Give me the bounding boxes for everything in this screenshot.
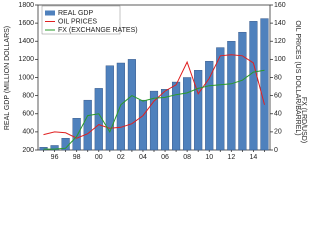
bar [183, 77, 192, 151]
chart: REAL GDP (MILLION DOLLARS) OIL PRICES (U… [4, 2, 307, 161]
y2-tick-label: 120 [274, 38, 286, 45]
y-tick-label: 1600 [18, 20, 34, 27]
legend-label: FX (EXCHANGE RATES) [58, 27, 138, 34]
y2-tick-label: 160 [274, 2, 286, 9]
bar [172, 81, 181, 151]
line [43, 54, 265, 139]
y-tick-label: 400 [22, 129, 34, 136]
x-tick-label: 06 [161, 154, 169, 161]
x-tick-label: 10 [205, 154, 213, 161]
x-tick-label: 12 [227, 154, 235, 161]
x-tick-label: 96 [51, 154, 59, 161]
y-tick-label: 1800 [18, 2, 34, 9]
bar [205, 60, 214, 151]
bar [216, 47, 225, 151]
bar [105, 65, 114, 151]
line [43, 69, 265, 150]
y2-tick-label: 100 [274, 56, 286, 63]
x-tick-label: 14 [250, 154, 258, 161]
y-axis-title: REAL GDP (MILLION DOLLARS) [4, 26, 11, 130]
bar [116, 62, 125, 151]
bar [72, 118, 81, 151]
bar [127, 59, 136, 151]
bar [94, 88, 103, 151]
bar [260, 18, 269, 151]
y-tick-label: 1400 [18, 38, 34, 45]
bar [50, 145, 59, 151]
y2-axis-title: FX (LRD/USD) [300, 97, 307, 143]
bar [227, 41, 236, 151]
y-tick-label: 600 [22, 111, 34, 118]
y2-tick-label: 80 [274, 74, 282, 81]
y-tick-label: 1200 [18, 56, 34, 63]
y-tick-label: 1000 [18, 74, 34, 81]
y2-axis-title: OIL PRICES (US DOLLAR/BARREL) [294, 20, 301, 135]
legend-label: OIL PRICES [58, 18, 97, 25]
x-tick-label: 04 [139, 154, 147, 161]
bar [138, 99, 148, 151]
bar [238, 31, 247, 151]
y-tick-label: 200 [22, 147, 34, 154]
bar [83, 99, 92, 151]
legend-swatch [45, 10, 55, 16]
y-tick-label: 800 [22, 92, 34, 99]
bar [160, 89, 170, 151]
y2-tick-label: 60 [274, 92, 282, 99]
x-tick-label: 00 [95, 154, 103, 161]
y2-tick-label: 0 [274, 147, 278, 154]
bar [194, 70, 203, 151]
bar [249, 21, 258, 151]
x-tick-label: 02 [117, 154, 125, 161]
y2-tick-label: 40 [274, 111, 282, 118]
y2-tick-label: 140 [274, 20, 286, 27]
bar [149, 90, 159, 151]
x-tick-label: 98 [73, 154, 81, 161]
legend-label: REAL GDP [58, 10, 93, 17]
y2-tick-label: 20 [274, 129, 282, 136]
x-tick-label: 08 [183, 154, 191, 161]
